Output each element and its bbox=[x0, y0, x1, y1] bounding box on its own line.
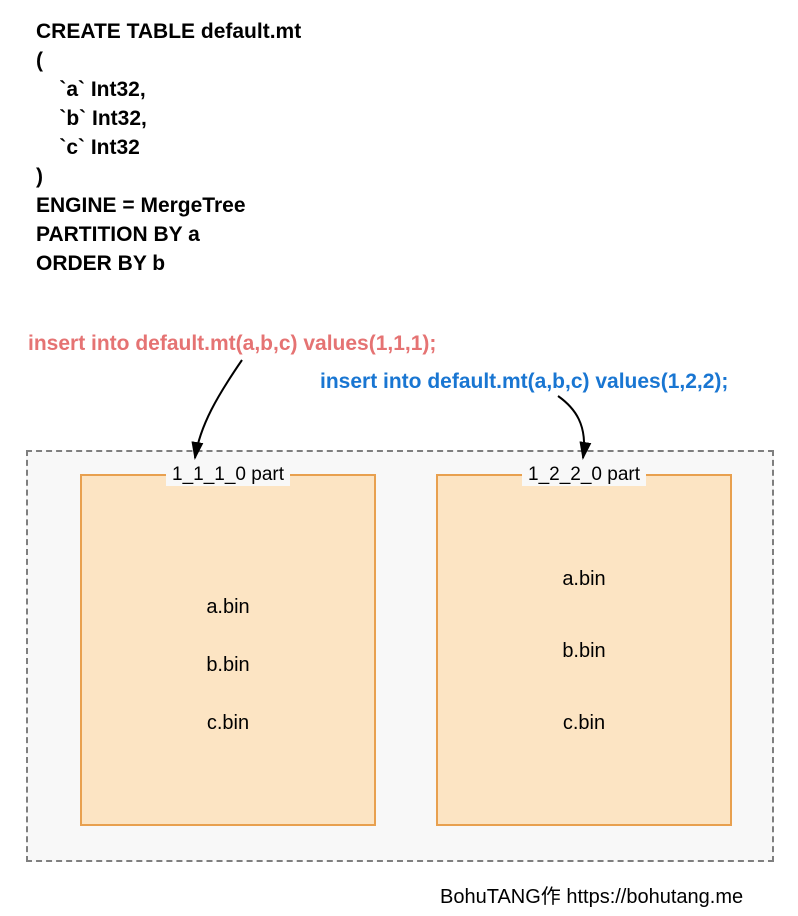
bin-file: a.bin bbox=[562, 568, 605, 591]
sql-line: `b` Int32, bbox=[36, 107, 147, 130]
parts-container: 1_1_1_0 part a.bin b.bin c.bin 1_2_2_0 p… bbox=[26, 450, 774, 862]
sql-line: ) bbox=[36, 165, 43, 188]
sql-create-table: CREATE TABLE default.mt ( `a` Int32, `b`… bbox=[36, 18, 301, 279]
arrow-insert2 bbox=[558, 396, 584, 458]
part-label-left: 1_1_1_0 part bbox=[166, 464, 290, 486]
sql-line: PARTITION BY a bbox=[36, 223, 200, 246]
sql-line: ( bbox=[36, 49, 43, 72]
bin-file: b.bin bbox=[562, 640, 605, 663]
sql-line: `c` Int32 bbox=[36, 136, 140, 159]
insert-statement-2: insert into default.mt(a,b,c) values(1,2… bbox=[320, 370, 728, 394]
sql-line: ENGINE = MergeTree bbox=[36, 194, 246, 217]
arrow-insert1 bbox=[195, 360, 242, 458]
attribution: BohuTANG作 https://bohutang.me bbox=[440, 880, 743, 909]
part-label-right: 1_2_2_0 part bbox=[522, 464, 646, 486]
sql-line: CREATE TABLE default.mt bbox=[36, 20, 301, 43]
sql-line: ORDER BY b bbox=[36, 252, 165, 275]
sql-line: `a` Int32, bbox=[36, 78, 146, 101]
part-box-left: 1_1_1_0 part a.bin b.bin c.bin bbox=[80, 474, 376, 826]
bin-file: b.bin bbox=[206, 654, 249, 677]
bin-file: c.bin bbox=[207, 712, 249, 735]
bin-file: a.bin bbox=[206, 596, 249, 619]
bin-file: c.bin bbox=[563, 712, 605, 735]
part-box-right: 1_2_2_0 part a.bin b.bin c.bin bbox=[436, 474, 732, 826]
insert-statement-1: insert into default.mt(a,b,c) values(1,1… bbox=[28, 332, 436, 356]
